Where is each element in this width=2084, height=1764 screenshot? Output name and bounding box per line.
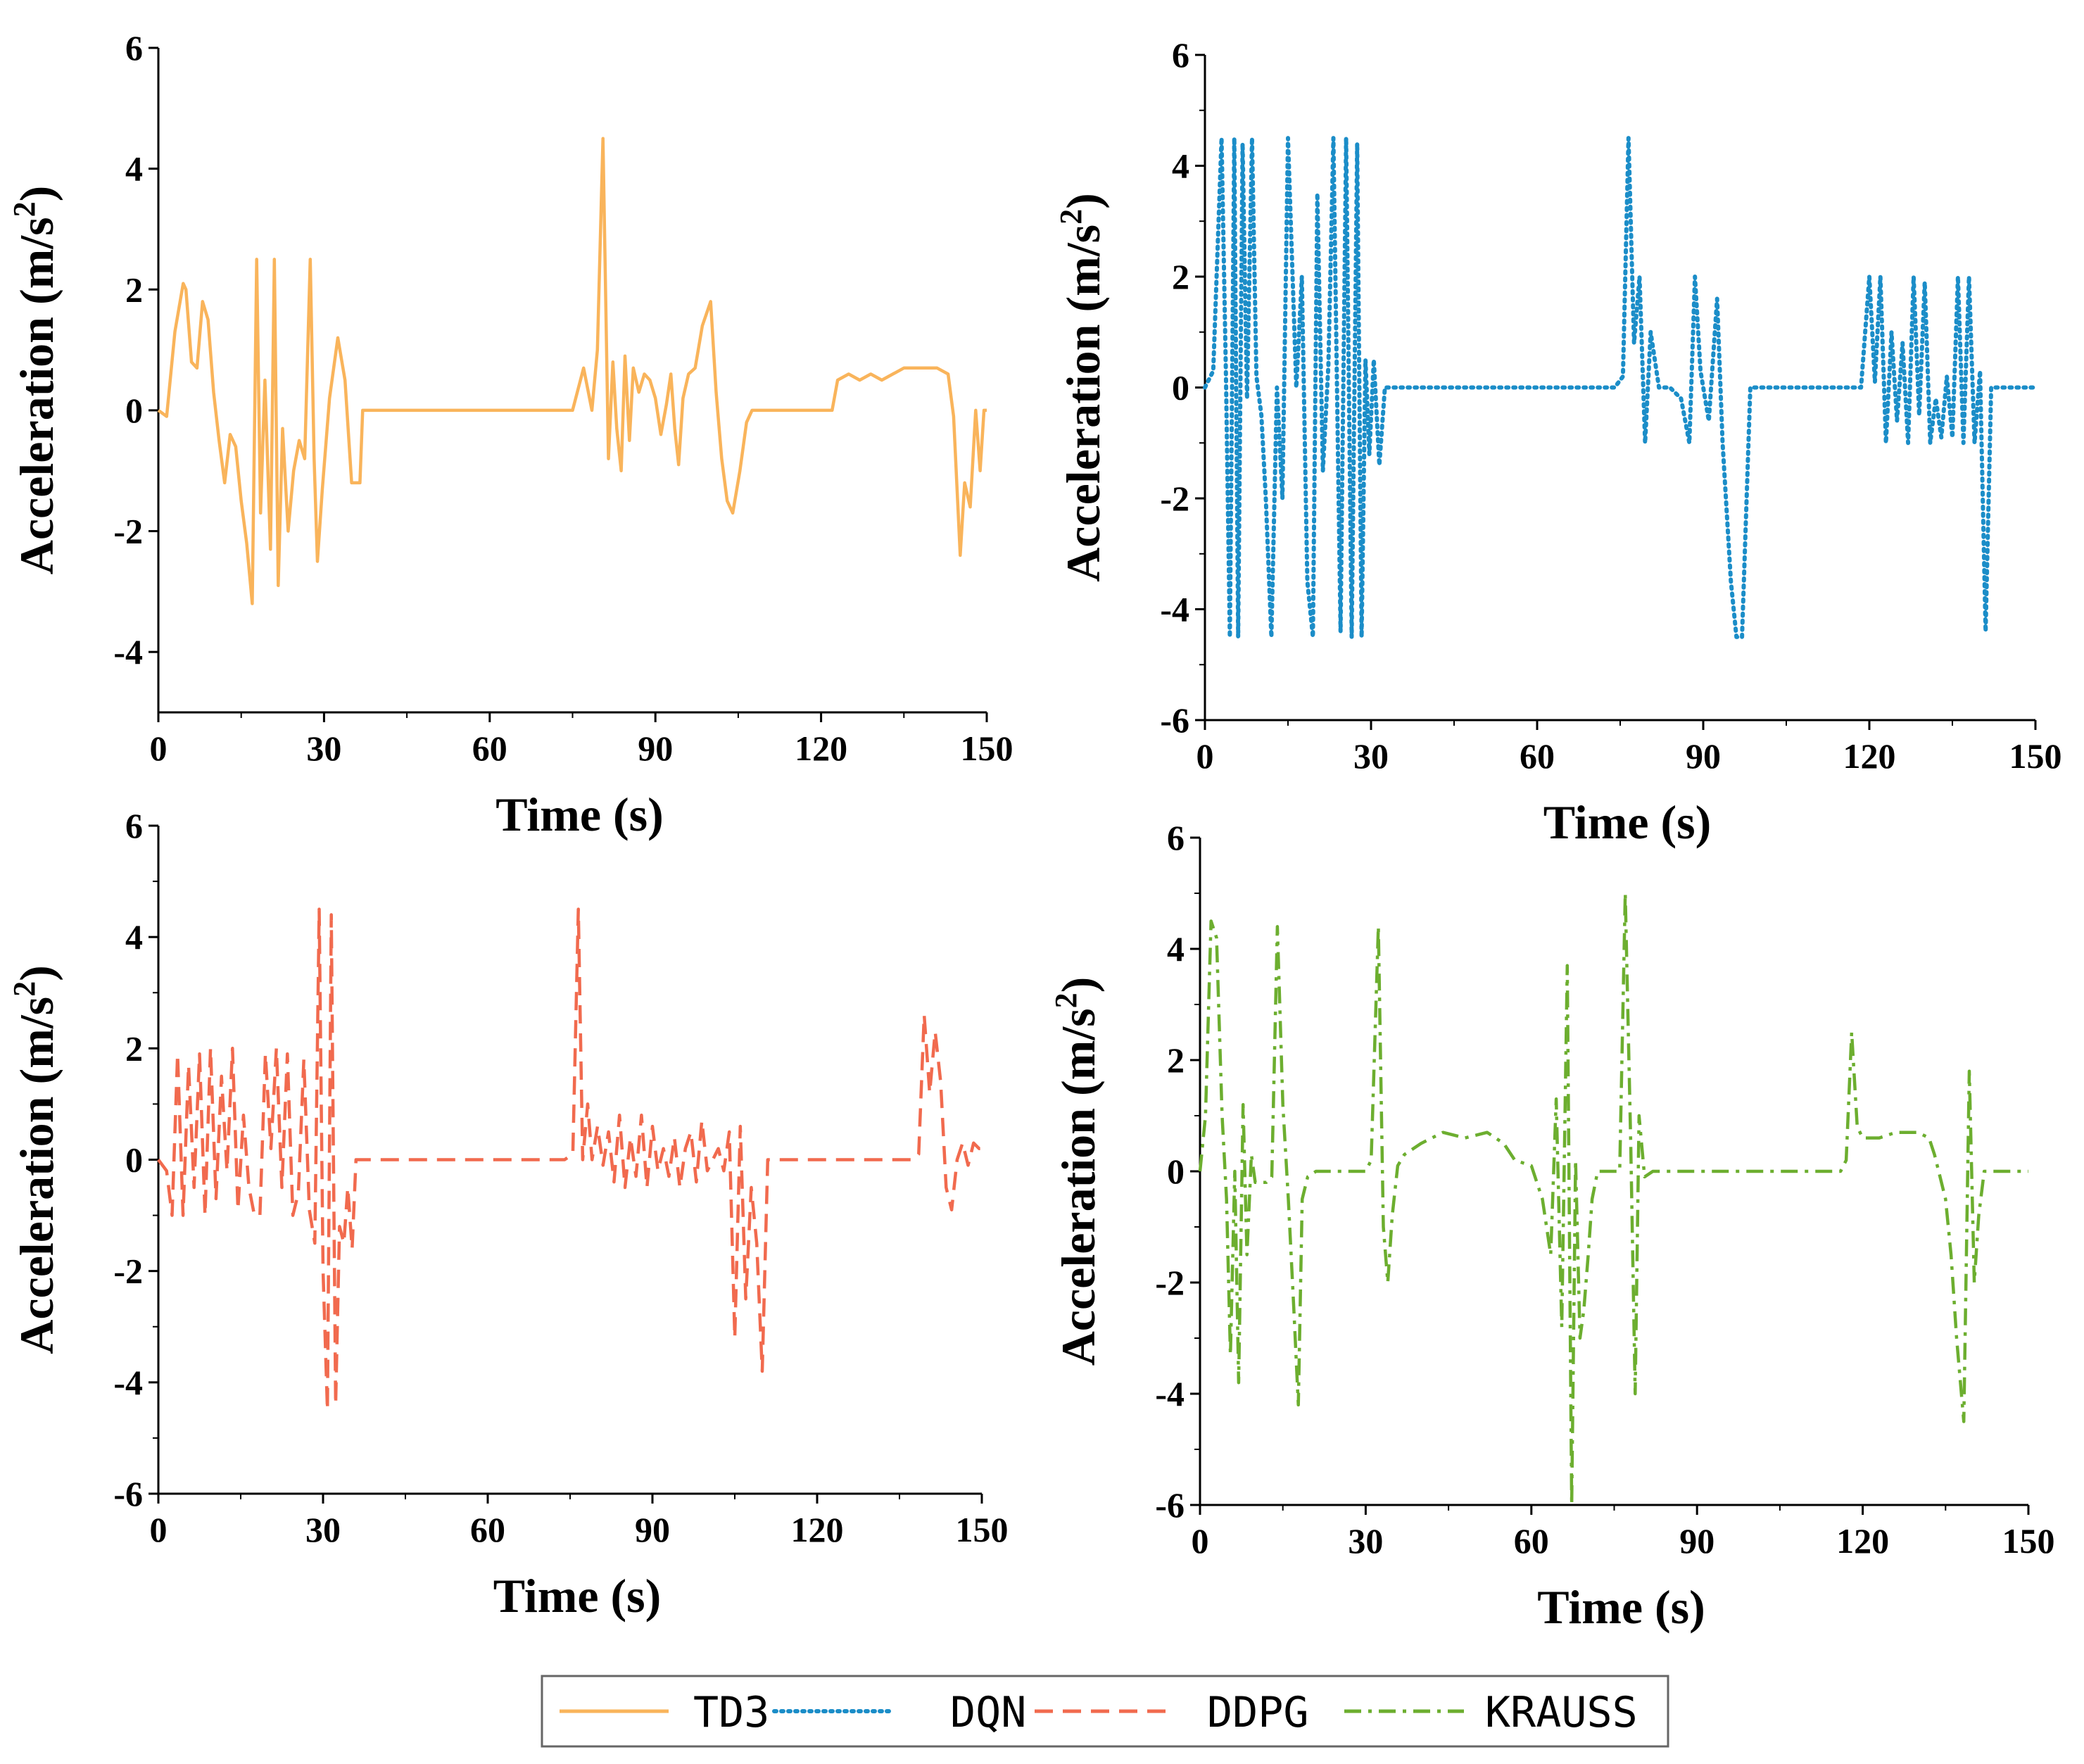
x-tick-label: 60	[470, 1510, 505, 1549]
y-tick-label: -2	[113, 512, 143, 551]
legend-label-ddpg: DDPG	[1207, 1688, 1309, 1737]
y-tick-label: 6	[1172, 35, 1189, 75]
y-tick-label: -6	[1160, 700, 1189, 740]
x-tick-label: 120	[1836, 1521, 1889, 1561]
series-line-ddpg	[157, 907, 982, 1412]
x-axis-title: Time (s)	[1537, 1580, 1705, 1634]
x-tick-label: 30	[305, 1510, 341, 1549]
y-tick-label: -4	[113, 632, 143, 672]
y-tick-label: 0	[1172, 368, 1189, 408]
y-tick-label: -2	[1155, 1263, 1185, 1302]
y-tick-label: -4	[1160, 590, 1189, 629]
y-tick-label: 2	[1167, 1040, 1185, 1080]
y-tick-label: 4	[1167, 929, 1185, 969]
y-tick-label: 0	[1167, 1152, 1185, 1191]
x-tick-label: 120	[791, 1510, 844, 1549]
legend-label-krauss: KRAUSS	[1485, 1688, 1638, 1737]
x-tick-label: 150	[956, 1510, 1009, 1549]
y-tick-label: 0	[125, 391, 143, 430]
x-axis-title: Time (s)	[495, 788, 664, 841]
x-tick-label: 0	[150, 1510, 168, 1549]
y-tick-label: 2	[1172, 257, 1189, 296]
x-tick-label: 30	[1353, 736, 1389, 776]
x-tick-label: 120	[795, 729, 847, 768]
legend-label-dqn: DQN	[950, 1688, 1026, 1737]
x-tick-label: 0	[1196, 736, 1214, 776]
x-tick-label: 120	[1843, 736, 1896, 776]
x-tick-label: 90	[1686, 736, 1721, 776]
y-tick-label: 4	[1172, 146, 1189, 186]
x-tick-label: 150	[2002, 1521, 2055, 1561]
x-tick-label: 60	[1514, 1521, 1549, 1561]
y-tick-label: 6	[1167, 818, 1185, 857]
legend-label-td3: TD3	[693, 1688, 769, 1737]
y-tick-label: -4	[1155, 1374, 1185, 1413]
y-tick-label: -2	[1160, 479, 1189, 518]
legend: TD3 DQN DDPG KRAUSS	[541, 1675, 1669, 1748]
x-tick-label: 60	[1520, 736, 1555, 776]
y-axis-title: Acceleration (m/s2)	[1049, 977, 1105, 1366]
y-tick-label: 0	[125, 1140, 143, 1180]
y-tick-label: -2	[113, 1252, 143, 1291]
y-axis-title: Acceleration (m/s2)	[7, 186, 63, 575]
x-tick-label: 90	[638, 729, 673, 768]
y-tick-label: 4	[125, 917, 143, 957]
y-tick-label: -6	[113, 1474, 143, 1513]
series-line-dqn	[1203, 136, 2038, 639]
series-line-krauss	[1198, 891, 2028, 1507]
y-tick-label: 2	[125, 270, 143, 309]
y-tick-label: 6	[125, 28, 143, 68]
x-tick-label: 90	[635, 1510, 670, 1549]
x-tick-label: 90	[1679, 1521, 1714, 1561]
y-tick-label: -6	[1155, 1485, 1185, 1525]
x-tick-label: 150	[2009, 736, 2062, 776]
y-tick-label: 6	[125, 806, 143, 845]
x-axis-title: Time (s)	[1543, 795, 1712, 849]
x-axis-title: Time (s)	[493, 1569, 662, 1623]
x-tick-label: 30	[306, 729, 341, 768]
x-tick-label: 0	[1192, 1521, 1209, 1561]
y-tick-label: 2	[125, 1028, 143, 1068]
x-tick-label: 30	[1348, 1521, 1383, 1561]
y-tick-label: 4	[125, 149, 143, 189]
series-line-td3	[157, 137, 987, 605]
x-tick-label: 150	[961, 729, 1013, 768]
y-tick-label: -4	[113, 1363, 143, 1402]
y-axis-title: Acceleration (m/s2)	[1054, 193, 1110, 582]
x-tick-label: 0	[150, 729, 168, 768]
x-tick-label: 60	[472, 729, 507, 768]
y-axis-title: Acceleration (m/s2)	[7, 965, 63, 1354]
